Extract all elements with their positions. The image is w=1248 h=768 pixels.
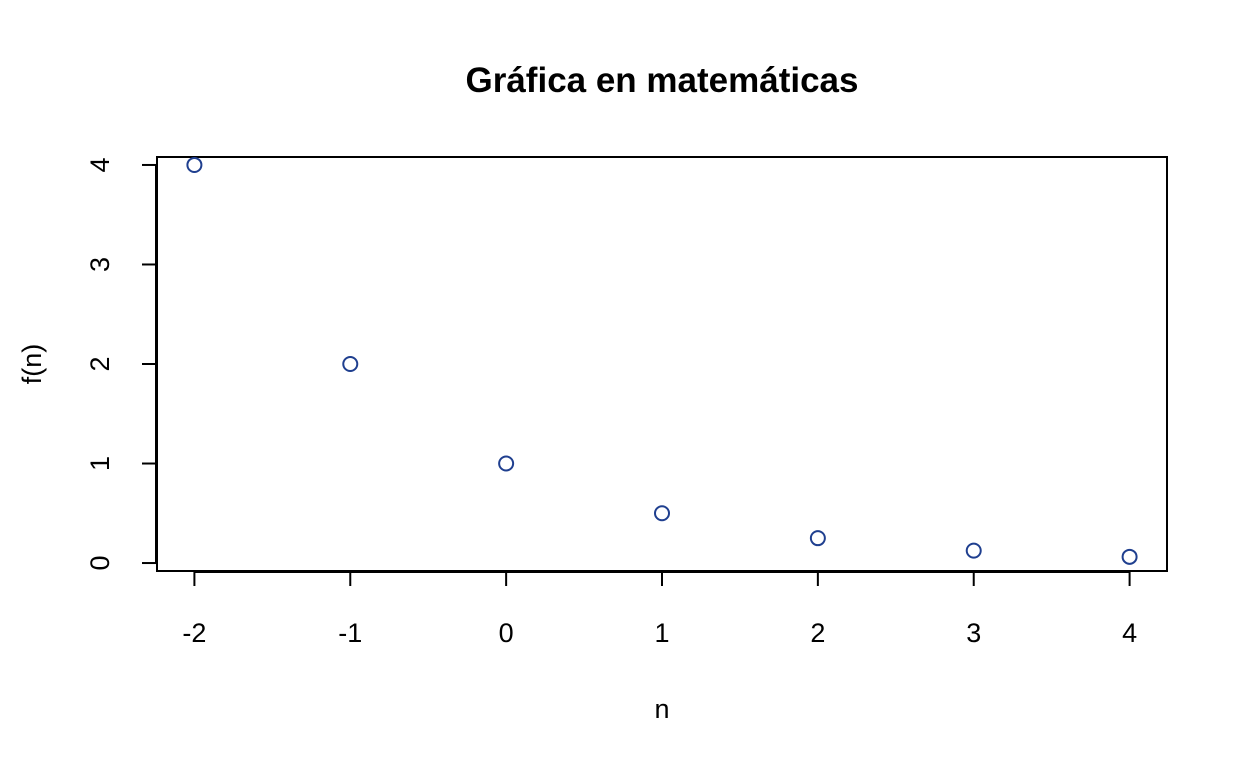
x-tick-label: 1 (654, 618, 669, 648)
data-point (342, 356, 359, 372)
chart-title: Gráfica en matemáticas (466, 61, 859, 100)
x-tick-label: -1 (338, 618, 362, 648)
x-axis-label: n (654, 694, 669, 724)
y-axis-label: f(n) (17, 344, 47, 385)
plot-frame (156, 156, 1168, 572)
y-axis: 0 1 2 3 4 (85, 157, 157, 571)
data-point (498, 455, 515, 472)
data-point (965, 542, 982, 559)
data-point (186, 156, 203, 173)
data-point (1121, 548, 1138, 565)
y-tick-label: 4 (85, 157, 115, 172)
x-axis: -2 -1 0 1 2 3 4 (182, 571, 1137, 648)
y-tick-label: 1 (85, 456, 115, 471)
x-tick-label: 2 (810, 618, 825, 648)
data-point (654, 505, 670, 522)
x-tick-label: 3 (966, 618, 981, 648)
y-tick-label: 0 (85, 556, 115, 571)
data-point (809, 530, 826, 547)
y-tick-label: 2 (85, 356, 115, 371)
x-tick-label: -2 (182, 618, 206, 648)
y-tick-label: 3 (85, 257, 115, 272)
x-tick-label: 0 (499, 618, 514, 648)
data-points (186, 156, 1138, 565)
x-tick-label: 4 (1122, 618, 1137, 648)
